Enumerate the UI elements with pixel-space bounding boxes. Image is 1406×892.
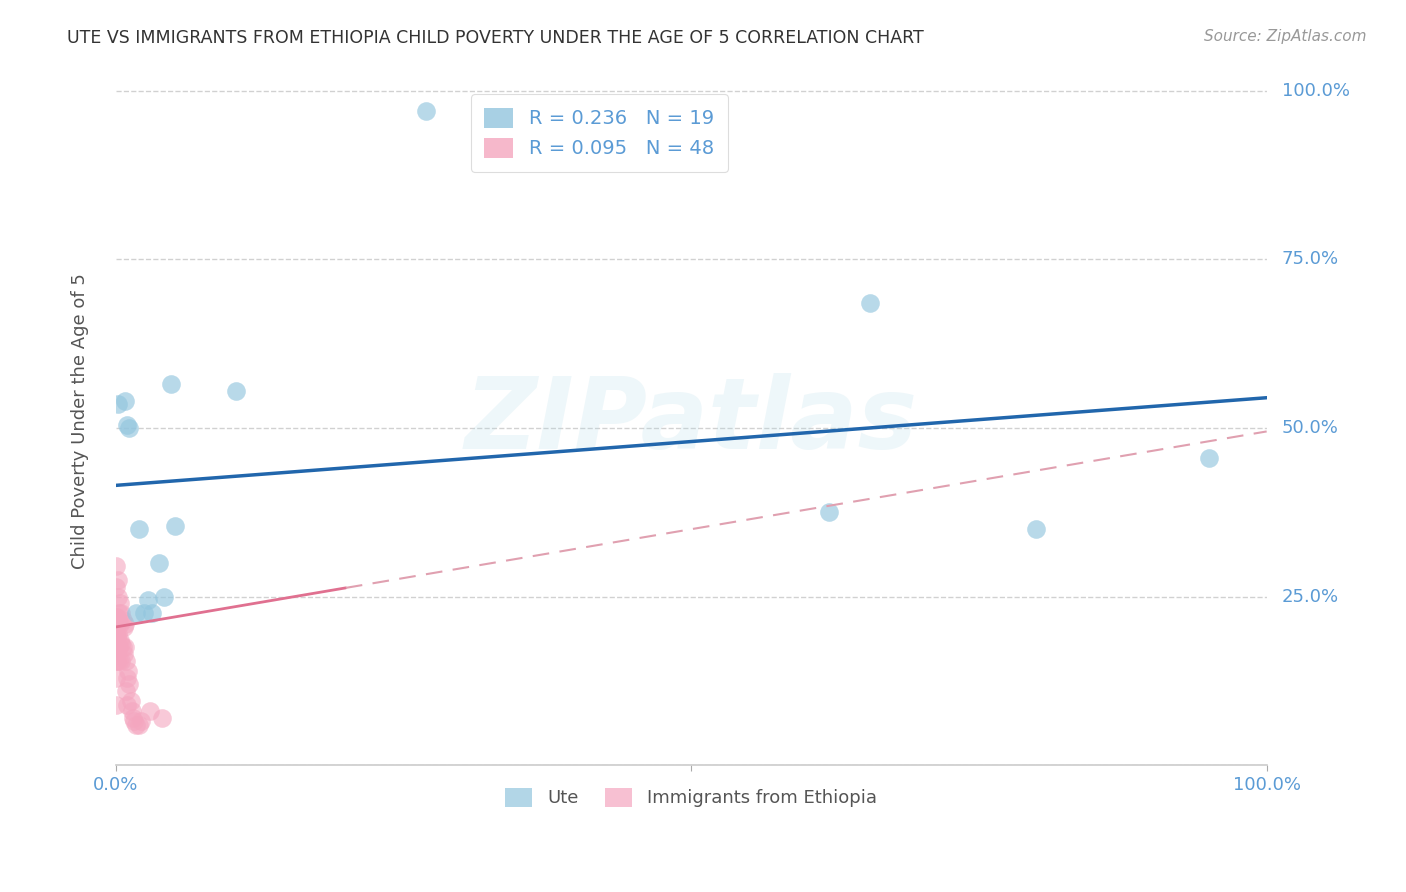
Point bbox=[858, 296, 880, 310]
Point bbox=[125, 607, 148, 621]
Point bbox=[118, 421, 141, 435]
Point bbox=[225, 384, 247, 398]
Point bbox=[104, 580, 127, 594]
Point bbox=[153, 590, 176, 604]
Point bbox=[118, 677, 141, 691]
Text: 75.0%: 75.0% bbox=[1282, 251, 1339, 268]
Point bbox=[122, 711, 145, 725]
Point bbox=[141, 607, 163, 621]
Text: ZIPatlas: ZIPatlas bbox=[464, 373, 918, 470]
Point bbox=[110, 616, 132, 631]
Point bbox=[107, 613, 129, 627]
Point bbox=[136, 593, 159, 607]
Point bbox=[110, 637, 132, 651]
Point bbox=[105, 630, 128, 644]
Point bbox=[110, 607, 132, 621]
Text: 100.0%: 100.0% bbox=[1282, 82, 1350, 100]
Point bbox=[134, 607, 156, 621]
Point bbox=[105, 610, 128, 624]
Text: 25.0%: 25.0% bbox=[1282, 588, 1339, 606]
Point bbox=[122, 714, 145, 729]
Point bbox=[110, 654, 132, 668]
Point bbox=[129, 714, 152, 729]
Point bbox=[107, 590, 129, 604]
Point bbox=[112, 647, 135, 661]
Point bbox=[128, 717, 150, 731]
Point bbox=[114, 616, 136, 631]
Point bbox=[110, 596, 132, 610]
Point bbox=[1025, 522, 1047, 536]
Point bbox=[115, 654, 138, 668]
Point bbox=[104, 654, 127, 668]
Point bbox=[107, 573, 129, 587]
Point bbox=[108, 654, 131, 668]
Point bbox=[115, 417, 138, 432]
Point bbox=[107, 626, 129, 640]
Point bbox=[105, 640, 128, 655]
Point bbox=[107, 397, 129, 411]
Point bbox=[112, 620, 135, 634]
Text: UTE VS IMMIGRANTS FROM ETHIOPIA CHILD POVERTY UNDER THE AGE OF 5 CORRELATION CHA: UTE VS IMMIGRANTS FROM ETHIOPIA CHILD PO… bbox=[67, 29, 924, 47]
Y-axis label: Child Poverty Under the Age of 5: Child Poverty Under the Age of 5 bbox=[72, 273, 89, 569]
Point bbox=[104, 698, 127, 712]
Point bbox=[121, 704, 143, 718]
Point bbox=[114, 640, 136, 655]
Point bbox=[415, 104, 437, 119]
Point bbox=[150, 711, 173, 725]
Text: 50.0%: 50.0% bbox=[1282, 419, 1339, 437]
Point bbox=[105, 616, 128, 631]
Point bbox=[125, 717, 148, 731]
Point bbox=[139, 704, 162, 718]
Point bbox=[105, 654, 128, 668]
Point bbox=[818, 505, 841, 519]
Point bbox=[160, 377, 183, 392]
Point bbox=[115, 671, 138, 685]
Point bbox=[108, 607, 131, 621]
Point bbox=[104, 610, 127, 624]
Point bbox=[111, 640, 134, 655]
Point bbox=[104, 626, 127, 640]
Point bbox=[120, 694, 142, 708]
Point bbox=[104, 559, 127, 574]
Point bbox=[148, 556, 170, 570]
Point bbox=[111, 613, 134, 627]
Point bbox=[128, 522, 150, 536]
Legend: Ute, Immigrants from Ethiopia: Ute, Immigrants from Ethiopia bbox=[498, 780, 884, 814]
Point bbox=[1198, 451, 1220, 466]
Point bbox=[110, 633, 132, 648]
Point bbox=[104, 620, 127, 634]
Point bbox=[104, 671, 127, 685]
Point bbox=[114, 394, 136, 409]
Point bbox=[115, 684, 138, 698]
Point bbox=[104, 640, 127, 655]
Point bbox=[108, 640, 131, 655]
Point bbox=[117, 664, 139, 678]
Point bbox=[115, 698, 138, 712]
Point bbox=[165, 519, 187, 533]
Text: Source: ZipAtlas.com: Source: ZipAtlas.com bbox=[1204, 29, 1367, 45]
